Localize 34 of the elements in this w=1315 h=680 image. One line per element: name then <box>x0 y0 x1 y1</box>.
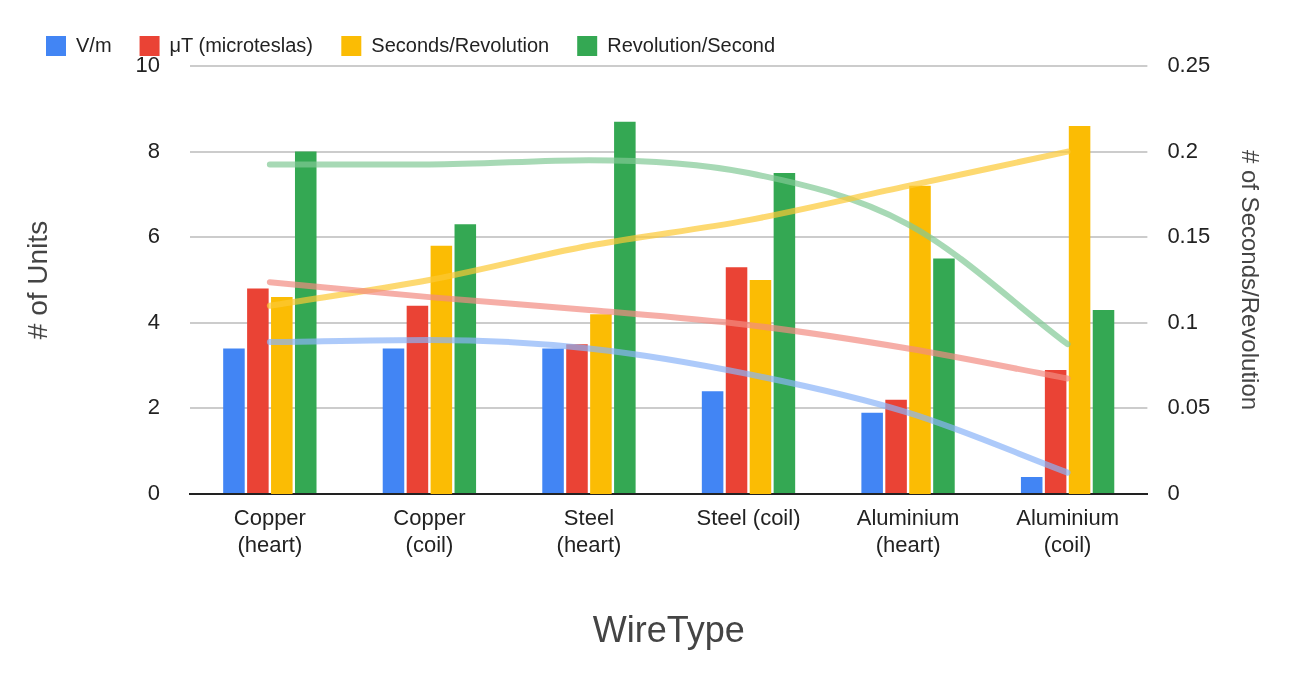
y2-tick-label: 0.2 <box>1167 137 1198 163</box>
y2-axis-title: # of Seconds/Revolution <box>1236 149 1264 411</box>
bar <box>861 412 883 493</box>
bar <box>1020 476 1043 493</box>
x-tick-label: Copper (coil) <box>393 505 466 557</box>
y2-tick-label: 0 <box>1167 480 1180 506</box>
bar <box>223 348 245 493</box>
legend-label: Revolution/Second <box>607 33 776 56</box>
y-tick-label: 0 <box>147 480 161 506</box>
y2-tick-label: 0.1 <box>1167 308 1198 334</box>
legend-label: μT (microteslas) <box>169 33 313 56</box>
y-tick-label: 4 <box>147 308 161 334</box>
legend-label: V/m <box>76 33 112 56</box>
y-tick-label: 10 <box>135 52 161 78</box>
y-axis-title: # of Units <box>21 220 53 340</box>
x-tick-label: Aluminium (heart) <box>856 505 960 557</box>
y2-tick-label: 0.15 <box>1167 223 1211 249</box>
bar <box>382 348 405 493</box>
bar <box>542 348 564 493</box>
x-axis-title: WireType <box>592 609 745 651</box>
y-tick-label: 2 <box>147 394 161 420</box>
x-tick-label: Steel (heart) <box>556 505 622 557</box>
y2-tick-label: 0.25 <box>1167 52 1211 78</box>
x-tick-label: Copper (heart) <box>233 505 306 557</box>
y-tick-label: 6 <box>147 223 161 249</box>
x-tick-label: Steel (coil) <box>696 505 801 531</box>
legend-label: Seconds/Revolution <box>371 33 550 56</box>
bar <box>701 391 724 493</box>
y-tick-label: 8 <box>147 137 161 163</box>
x-tick-label: Aluminium (coil) <box>1016 505 1119 557</box>
bar <box>885 399 907 493</box>
bar <box>614 121 636 493</box>
bar <box>1068 125 1091 494</box>
y2-tick-label: 0.05 <box>1167 394 1211 420</box>
